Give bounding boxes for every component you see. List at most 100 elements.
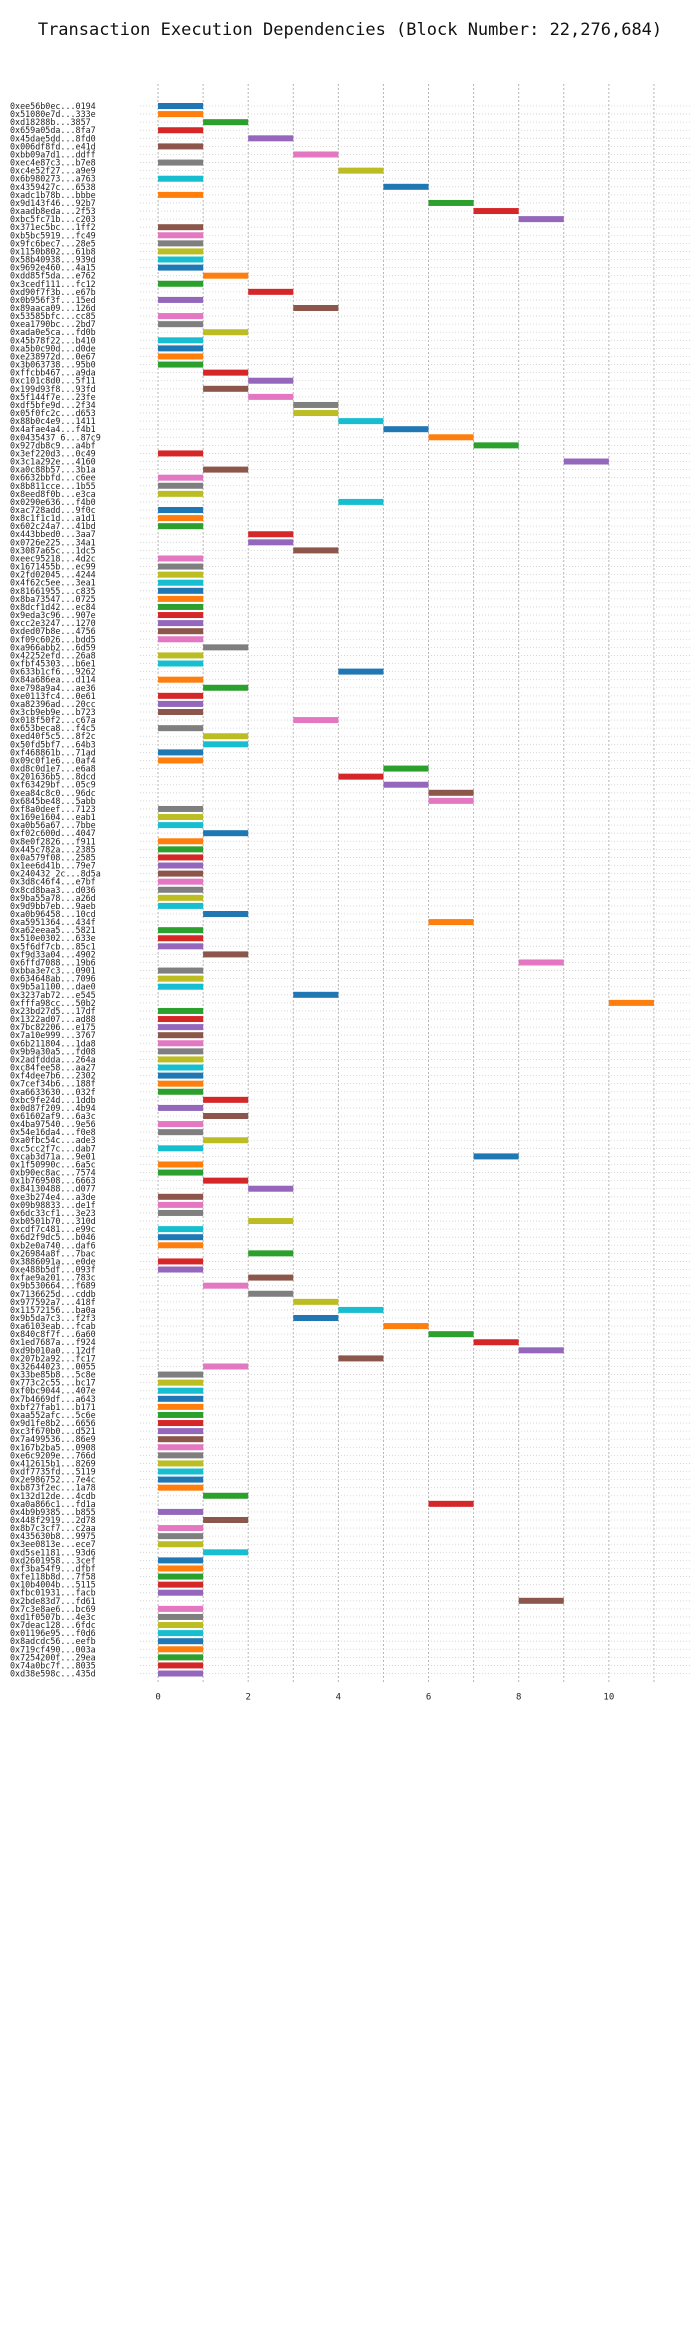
transaction-bar: [158, 1581, 204, 1588]
row-label: 0xa62eeaa5...5821: [10, 925, 96, 935]
transaction-bar: [248, 1274, 294, 1281]
transaction-bar: [158, 523, 204, 530]
transaction-bar: [158, 927, 204, 934]
transaction-bar: [158, 878, 204, 885]
row-label: 0x05f0fc2c...d653: [10, 408, 96, 418]
transaction-bar: [158, 822, 204, 829]
transaction-bar: [158, 1064, 204, 1071]
row-label: 0x33be85b8...5c8e: [10, 1370, 96, 1380]
row-label: 0xaadb8eda...2f53: [10, 206, 96, 216]
row-label: 0xa82396ad...20cc: [10, 699, 96, 709]
row-label: 0x3cb9eb9e...b723: [10, 707, 96, 717]
row-label: 0xb5bc5919...fc49: [10, 230, 96, 240]
transaction-bar: [158, 1088, 204, 1095]
transaction-bar: [158, 757, 204, 764]
row-label: 0xc5cc2f7c...dab7: [10, 1143, 96, 1153]
transaction-bar: [158, 175, 204, 182]
row-label: 0xdf7735fd...5119: [10, 1467, 96, 1477]
row-label: 0x006df8fd...e41d: [10, 141, 96, 151]
transaction-bar: [338, 1355, 384, 1362]
row-label: 0x0726e225...34a1: [10, 537, 96, 547]
transaction-bar: [158, 1226, 204, 1233]
transaction-bar: [293, 1315, 339, 1321]
transaction-bar: [158, 636, 204, 643]
row-label: 0x8ba73547...0725: [10, 594, 96, 604]
row-label: 0xb873f2ec...1a78: [10, 1483, 96, 1493]
row-label: 0xadc1b78b...bbbe: [10, 190, 96, 200]
row-label: 0x7cef34b6...188f: [10, 1079, 96, 1089]
transaction-bar: [158, 603, 204, 610]
x-tick-label: 2: [245, 1693, 250, 1703]
transaction-bar: [158, 474, 204, 481]
transaction-bar: [203, 1177, 249, 1184]
row-label: 0x169e1604...eab1: [10, 812, 96, 822]
transaction-bar: [158, 886, 204, 893]
row-label: 0x445c782a...2385: [10, 844, 96, 854]
row-label: 0xfe118b8d...7f58: [10, 1572, 96, 1582]
transaction-bar: [158, 361, 204, 368]
row-label: 0x7a10e999...3767: [10, 1030, 96, 1040]
transaction-bar: [158, 814, 204, 821]
transaction-bar: [158, 1234, 204, 1241]
row-label: 0xa966abb2...6d59: [10, 642, 96, 652]
row-label: 0xd18288b...3857: [10, 117, 91, 127]
row-label: 0x371ec5bc...1ff2: [10, 222, 96, 232]
row-label: 0x3ef220d3...0c49: [10, 448, 96, 458]
row-label: 0xee56b0ec...0194: [10, 101, 96, 111]
row-label: 0x8dcf1d42...ec84: [10, 602, 96, 612]
row-label: 0x9eda3c96...907e: [10, 610, 96, 620]
row-label: 0x50fd5bf7...64b3: [10, 739, 96, 749]
row-label: 0xa6103eab...fcab: [10, 1321, 96, 1331]
transaction-bar: [158, 1630, 204, 1637]
row-label: 0xe798a9a4...ae36: [10, 683, 96, 693]
transaction-bar: [248, 1250, 294, 1257]
transaction-bar: [203, 684, 249, 691]
transaction-bar: [158, 1048, 204, 1055]
row-label: 0x0435437 6...87c9: [10, 432, 101, 442]
row-label: 0x7deac128...6fdc: [10, 1620, 96, 1630]
row-label: 0xfae9a201...783c: [10, 1273, 96, 1283]
transaction-bar: [158, 1145, 204, 1152]
transaction-bar: [158, 975, 204, 982]
transaction-bar: [248, 135, 294, 142]
transaction-bar: [158, 628, 204, 635]
transaction-bar: [293, 991, 339, 998]
row-label: 0x0a579f08...2585: [10, 852, 96, 862]
transaction-bar: [158, 1201, 204, 1208]
row-label: 0x7bc82206...e175: [10, 1022, 96, 1032]
row-label: 0xea84c8c0...96dc: [10, 788, 96, 798]
transaction-bar: [203, 644, 249, 651]
row-label: 0x32644023...0055: [10, 1361, 96, 1371]
transaction-bar: [158, 967, 204, 974]
transaction-bar: [248, 531, 294, 538]
transaction-bar: [158, 224, 204, 231]
row-label: 0x7c3e8ae6...bc69: [10, 1604, 96, 1614]
row-label: 0x5f6df7cb...85c1: [10, 941, 96, 951]
transaction-bar: [473, 1339, 519, 1346]
transaction-bar: [158, 854, 204, 861]
transaction-bar: [203, 1282, 249, 1289]
row-label: 0xc4e52f27...a9e9: [10, 166, 96, 176]
row-label: 0x9fc6bec7...28e5: [10, 238, 96, 248]
row-label: 0x26984a8f...7bac: [10, 1248, 96, 1258]
transaction-bar: [428, 789, 474, 796]
transaction-bar: [428, 1500, 474, 1507]
transaction-bar: [428, 199, 474, 206]
row-label: 0x89aaca09...126d: [10, 303, 96, 313]
transaction-bar: [203, 466, 249, 473]
transaction-bar: [158, 1420, 204, 1427]
transaction-bar: [158, 805, 204, 812]
transaction-bar: [158, 1613, 204, 1620]
row-label: 0xded07b8e...4756: [10, 626, 96, 636]
transaction-bar: [338, 498, 384, 505]
row-label: 0xbba3e7c3...0901: [10, 966, 96, 976]
transaction-bar: [158, 1024, 204, 1031]
row-label: 0xfffa98cc...50b2: [10, 998, 96, 1008]
row-label: 0x199d93f8...93fd: [10, 384, 96, 394]
transaction-bar: [518, 959, 564, 966]
row-label: 0xb0501b70...310d: [10, 1216, 96, 1226]
row-label: 0x633b1cf6...9262: [10, 667, 96, 677]
row-label: 0x7136625d...cddb: [10, 1289, 96, 1299]
row-label: 0xbf27fab1...b171: [10, 1402, 96, 1412]
transaction-bar: [383, 1323, 429, 1330]
